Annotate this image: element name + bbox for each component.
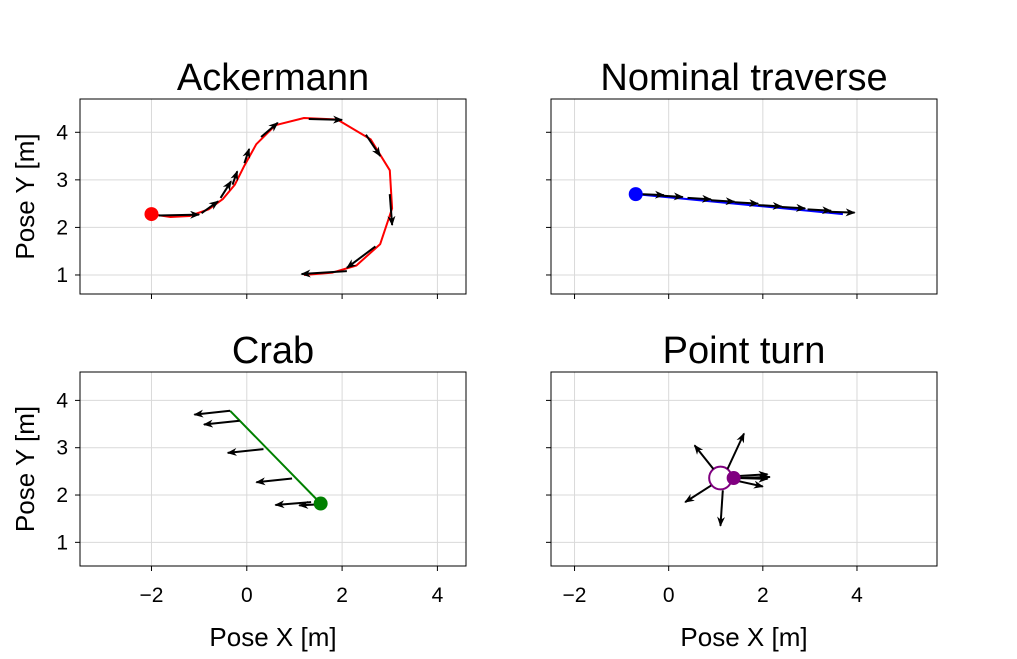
plot-area	[79, 371, 467, 567]
heading-arrow	[219, 180, 232, 199]
x-tick-label: 2	[336, 584, 348, 607]
plot-area	[550, 98, 938, 295]
panel-1: 1 2 3 4 Ackermann Pose Y [m]	[10, 57, 467, 299]
y-tick-label: 2	[56, 484, 68, 507]
heading-arrow	[726, 432, 745, 470]
y-tick-label: 3	[56, 169, 68, 192]
heading-arrow	[260, 122, 279, 138]
x-tick-label: 0	[663, 584, 675, 607]
heading-arrow	[828, 208, 856, 217]
heading-arrow	[202, 419, 240, 428]
heading-arrow	[693, 444, 715, 470]
x-axis-label: Pose X [m]	[680, 622, 807, 652]
plot-border	[550, 371, 938, 567]
heading-arrow	[387, 194, 396, 227]
panel-title: Nominal traverse	[600, 57, 887, 99]
heading-arrow	[200, 200, 220, 214]
heading-arrow	[230, 170, 239, 185]
heading-arrow	[736, 473, 771, 482]
x-tick-label: 0	[241, 584, 253, 607]
trajectory-line	[229, 410, 322, 505]
heading-arrow	[308, 115, 344, 124]
plot-border	[79, 98, 467, 295]
heading-arrow	[717, 490, 726, 527]
x-tick-label: −2	[140, 584, 164, 607]
x-axis-label: Pose X [m]	[209, 622, 336, 652]
panel-title: Point turn	[663, 330, 826, 372]
panel-title: Crab	[232, 330, 314, 372]
heading-arrow	[158, 210, 201, 219]
start-point	[628, 187, 643, 202]
plot-border	[550, 98, 938, 295]
heading-arrow	[226, 447, 264, 456]
heading-arrow	[242, 147, 251, 164]
plot-area	[550, 371, 938, 567]
y-tick-label: 2	[56, 216, 68, 239]
heading-arrow	[687, 194, 713, 203]
heading-arrow	[710, 197, 736, 206]
panel-2: Nominal traverse	[546, 57, 938, 299]
heading-arrow	[659, 192, 684, 201]
heading-arrow	[193, 409, 231, 418]
heading-arrow	[346, 245, 377, 269]
start-point	[726, 470, 741, 485]
panel-title: Ackermann	[177, 57, 369, 99]
start-point	[144, 207, 159, 222]
trajectory-line	[635, 193, 843, 216]
plot-border	[79, 371, 467, 567]
x-tick-label: 2	[757, 584, 769, 607]
y-tick-label: 4	[56, 121, 68, 144]
heading-arrow	[684, 484, 712, 503]
heading-arrow	[807, 206, 833, 215]
y-tick-label: 1	[56, 264, 68, 287]
x-tick-label: 4	[432, 584, 444, 607]
start-point	[313, 496, 328, 511]
y-tick-label: 1	[56, 531, 68, 554]
y-axis-label: Pose Y [m]	[10, 133, 40, 259]
x-tick-label: 4	[851, 584, 863, 607]
heading-arrow	[781, 203, 807, 212]
heading-arrow	[758, 201, 783, 210]
x-tick-label: −2	[563, 584, 587, 607]
panel-3: −2 0 2 4 1 2 3 4 Crab Pose Y [m] Pose X [m]	[10, 330, 467, 652]
heading-arrow	[255, 477, 293, 486]
heading-arrow	[365, 134, 382, 157]
heading-arrow	[298, 500, 316, 509]
heading-arrow	[300, 269, 347, 278]
heading-arrow	[736, 479, 764, 489]
y-tick-label: 4	[56, 389, 68, 412]
y-tick-label: 3	[56, 437, 68, 460]
heading-arrow	[734, 199, 760, 208]
panel-4: −2 0 2 4 Point turn Pose X [m]	[546, 330, 938, 652]
y-axis-label: Pose Y [m]	[10, 406, 40, 532]
